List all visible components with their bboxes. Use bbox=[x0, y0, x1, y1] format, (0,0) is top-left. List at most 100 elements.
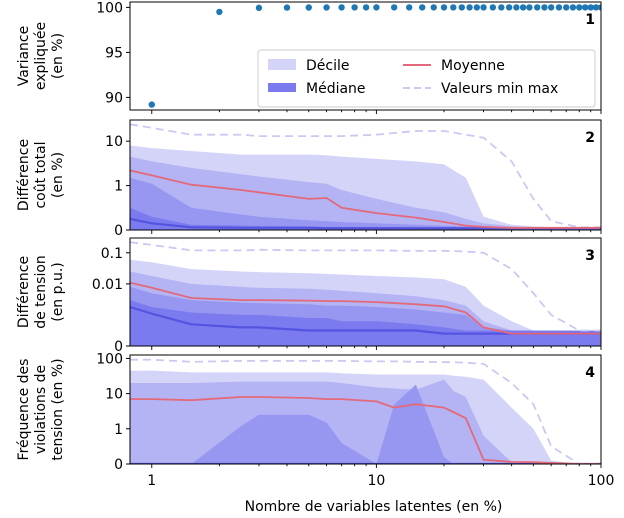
scatter-point bbox=[305, 4, 312, 11]
y-tick-label: 10 bbox=[105, 134, 123, 150]
scatter-point bbox=[547, 4, 555, 11]
scatter-point bbox=[576, 4, 583, 11]
y-axis-label: Différence bbox=[16, 139, 32, 211]
scatter-point bbox=[216, 8, 223, 16]
axes-frame bbox=[129, 237, 602, 347]
panel-1: 90 95 100 Variance expliquée (en %) 1 Décile Moy… bbox=[16, 0, 602, 114]
y-axis-label: expliquée bbox=[33, 22, 49, 90]
y-tick-label: 1 bbox=[114, 179, 123, 195]
x-tick-label: 10 bbox=[367, 473, 385, 489]
scatter-point bbox=[513, 4, 520, 11]
panel-number: 1 bbox=[585, 12, 595, 28]
scatter-point bbox=[541, 4, 548, 11]
scatter-point bbox=[519, 4, 527, 11]
scatter-point bbox=[373, 4, 380, 11]
legend-label: Décile bbox=[306, 58, 349, 74]
legend-swatch bbox=[268, 83, 296, 92]
plot-area bbox=[148, 4, 601, 108]
decile-band bbox=[130, 384, 601, 464]
plot-area bbox=[130, 123, 601, 230]
y-tick-label: 100 bbox=[96, 0, 123, 16]
axes-frame bbox=[129, 1, 602, 111]
y-axis-label: Différence bbox=[16, 256, 32, 328]
x-tick-label: 100 bbox=[588, 473, 615, 489]
scatter-point bbox=[569, 4, 577, 11]
plot-area bbox=[130, 358, 601, 464]
minmax-line bbox=[130, 123, 601, 229]
scatter-point bbox=[390, 4, 398, 11]
scatter-point bbox=[563, 4, 570, 11]
y-tick-label: 1 bbox=[114, 422, 123, 438]
legend-label: Moyenne bbox=[441, 58, 505, 74]
axes-frame bbox=[129, 354, 602, 465]
y-axis-label: violations de bbox=[33, 365, 49, 454]
scatter-point bbox=[592, 4, 600, 11]
mean-line bbox=[130, 169, 601, 229]
panel-number: 2 bbox=[585, 130, 595, 146]
minmax-line bbox=[130, 241, 601, 332]
y-tick-label: 0 bbox=[114, 223, 123, 239]
y-axis-label: Fréquence des bbox=[16, 359, 32, 461]
y-tick-label: 10 bbox=[105, 387, 123, 403]
y-tick-label: 0.1 bbox=[101, 246, 123, 262]
scatter-point bbox=[458, 4, 465, 11]
y-axis-label: tension (en %) bbox=[50, 358, 66, 460]
scatter-point bbox=[148, 101, 155, 108]
panel-number: 3 bbox=[585, 248, 595, 264]
panel-number: 4 bbox=[585, 365, 595, 381]
decile-band bbox=[130, 207, 601, 230]
scatter-point bbox=[489, 4, 497, 11]
scatter-point bbox=[555, 4, 563, 11]
scatter-point bbox=[480, 4, 487, 11]
y-axis-label: (en %) bbox=[50, 152, 66, 198]
panel-4: 0 1 10 100 1 10 100 Nombre de variables latente… bbox=[16, 351, 614, 515]
scatter-point bbox=[473, 4, 481, 11]
y-axis-label: (en p.u.) bbox=[50, 262, 66, 322]
legend: Décile Moyenne Médiane Valeurs min max bbox=[257, 49, 596, 108]
mean-line bbox=[130, 281, 601, 335]
scatter-point bbox=[419, 4, 426, 11]
scatter-point bbox=[466, 4, 473, 11]
y-tick-label: 0 bbox=[114, 457, 123, 473]
scatter-point bbox=[450, 4, 457, 11]
scatter-point bbox=[351, 4, 358, 11]
legend-label: Valeurs min max bbox=[441, 81, 558, 97]
y-axis-label: Variance bbox=[16, 26, 32, 86]
scatter-point bbox=[597, 4, 601, 11]
y-tick-label: 100 bbox=[96, 351, 123, 367]
scatter-point bbox=[440, 4, 448, 11]
scatter-point bbox=[406, 4, 413, 11]
y-axis-label: coût total bbox=[33, 141, 49, 208]
y-axis-label: de tension bbox=[33, 255, 49, 329]
scatter-point bbox=[526, 4, 533, 11]
scatter-point bbox=[534, 4, 541, 11]
minmax-line bbox=[130, 358, 601, 464]
panel-2: 0 1 10 Différence coût total (en %) 2 bbox=[16, 119, 602, 239]
y-tick-label: 0.01 bbox=[92, 277, 123, 293]
axes-frame bbox=[129, 119, 602, 231]
legend-frame bbox=[257, 49, 596, 108]
plot-area bbox=[130, 241, 601, 346]
scatter-point bbox=[338, 4, 345, 11]
x-tick-label: 1 bbox=[147, 473, 156, 489]
scatter-point bbox=[581, 4, 589, 11]
decile-band bbox=[130, 177, 601, 230]
scatter-point bbox=[587, 4, 594, 11]
y-tick-label: 90 bbox=[105, 90, 123, 106]
panel-3: 0 0.01 0.1 Différence de tension (en p.u.) 3 bbox=[16, 237, 602, 355]
y-tick-label: 95 bbox=[105, 45, 123, 61]
scatter-point bbox=[505, 4, 513, 11]
x-axis-label: Nombre de variables latentes (en %) bbox=[245, 499, 503, 515]
scatter-point bbox=[430, 4, 437, 11]
mean-line bbox=[130, 396, 601, 464]
decile-band bbox=[130, 156, 601, 230]
scatter-point bbox=[323, 4, 330, 11]
legend-swatch bbox=[268, 59, 296, 70]
scatter-point bbox=[283, 4, 291, 11]
legend-label: Médiane bbox=[306, 81, 366, 97]
y-tick-label: 0 bbox=[114, 339, 123, 355]
scatter-point bbox=[362, 4, 370, 11]
scatter-point bbox=[255, 4, 263, 12]
y-axis-label: (en %) bbox=[50, 33, 66, 79]
